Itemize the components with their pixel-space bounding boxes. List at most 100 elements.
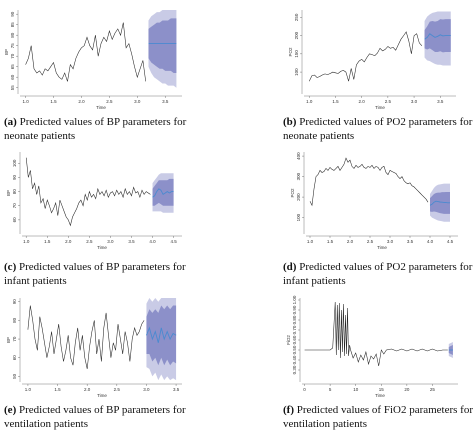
- x-tick-label: 3.0: [411, 99, 418, 104]
- x-tick-label: 3.0: [134, 99, 141, 104]
- chart-f: 0 5 10 15 20 25 0.300.400.500.600.700.800.901.…: [286, 295, 458, 398]
- x-tick-label: 20: [404, 387, 410, 392]
- y-tick-label: 0.60: [292, 335, 297, 344]
- x-tick-label: 0: [303, 387, 306, 392]
- x-axis-label: Time: [375, 105, 385, 110]
- chart-panel-b: 1.0 1.5 2.0 2.5 3.0 3.5 100 150 200 250 Time PO2: [288, 2, 470, 110]
- y-tick-label: 200: [296, 193, 301, 201]
- y-tick-label: 90: [10, 11, 15, 17]
- x-tick-label: 3.0: [387, 239, 394, 244]
- caption-f-text: Predicted values of FiO2 parameters for …: [283, 404, 474, 430]
- x-tick-label: 1.0: [307, 239, 314, 244]
- forecast-line: [429, 200, 450, 206]
- y-tick-label: 80: [12, 317, 17, 323]
- x-tick-label: 2.5: [385, 99, 392, 104]
- chart-panel-e: 1.0 1.5 2.0 2.5 3.0 3.5 50 60 70 80 90 Time BP: [2, 292, 198, 398]
- chart-panel-a: 1.0 1.5 2.0 2.5 3.0 3.5 55 60 65 70 75 80 85 90 Time BP: [2, 2, 198, 110]
- x-tick-label: 3.0: [107, 239, 114, 244]
- x-tick-label: 3.0: [143, 387, 150, 392]
- x-tick-label: 5: [329, 387, 332, 392]
- x-tick-label: 1.5: [332, 99, 339, 104]
- y-tick-label: 80: [12, 189, 17, 195]
- y-tick-label: 85: [10, 22, 15, 28]
- x-tick-label: 2.5: [367, 239, 374, 244]
- x-tick-label: 2.5: [114, 387, 121, 392]
- caption-c-text: Predicted values of BP parameters for in…: [4, 261, 186, 287]
- y-tick-label: 60: [12, 355, 17, 361]
- y-tick-label: 200: [294, 31, 299, 39]
- observed-series-line: [304, 301, 448, 367]
- y-tick-label: 400: [296, 152, 301, 160]
- y-tick-label: 0.30: [292, 365, 297, 374]
- caption-a: (a) Predicted values of BP parameters fo…: [4, 116, 187, 142]
- y-tick-label: 90: [12, 299, 17, 305]
- x-axis-label: Time: [97, 393, 107, 398]
- y-tick-label: 250: [294, 13, 299, 21]
- inner-interval-band: [424, 19, 451, 53]
- chart-a: 1.0 1.5 2.0 2.5 3.0 3.5 55 60 65 70 75 80 85 90 Time BP: [4, 10, 182, 110]
- chart-panel-c: 1.0 1.5 2.0 2.5 3.0 3.5 4.0 4.5 60 70 80 90 100 Time B…: [2, 146, 198, 250]
- inner-interval-band: [146, 305, 177, 366]
- caption-d-letter: d: [286, 261, 293, 273]
- x-tick-label: 2.0: [78, 99, 85, 104]
- x-tick-label: 3.5: [437, 99, 444, 104]
- y-tick-label: 70: [10, 53, 15, 59]
- x-tick-label: 3.5: [407, 239, 414, 244]
- y-tick-label: 0.90: [292, 305, 297, 314]
- y-tick-label: 150: [294, 50, 299, 58]
- x-tick-label: 2.5: [86, 239, 93, 244]
- caption-a-letter: a: [7, 116, 14, 128]
- y-tick-label: 0.40: [292, 355, 297, 364]
- x-tick-label: 1.5: [54, 387, 61, 392]
- chart-c: 1.0 1.5 2.0 2.5 3.0 3.5 4.0 4.5 60 70 80 90 100 Time B…: [6, 152, 182, 250]
- x-tick-label: 1.5: [50, 99, 57, 104]
- y-axis-label: BP: [4, 49, 9, 55]
- x-tick-label: 10: [353, 387, 359, 392]
- y-axis-label: BP: [6, 337, 11, 343]
- inner-interval-band: [148, 18, 177, 73]
- observed-series-line: [25, 22, 146, 82]
- x-tick-label: 4.5: [447, 239, 454, 244]
- caption-a-text: Predicted values of BP parameters for ne…: [4, 116, 187, 142]
- y-tick-label: 100: [294, 68, 299, 76]
- y-tick-label: 55: [10, 85, 15, 91]
- forecast-line: [145, 326, 177, 343]
- observed-series-line: [308, 31, 423, 82]
- y-tick-label: 65: [10, 64, 15, 70]
- caption-b-letter: b: [286, 116, 293, 128]
- y-tick-label: 100: [12, 159, 17, 167]
- y-tick-label: 50: [12, 373, 17, 379]
- y-tick-label: 70: [12, 336, 17, 342]
- chart-b: 1.0 1.5 2.0 2.5 3.0 3.5 100 150 200 250 Time PO2: [288, 10, 456, 110]
- x-tick-label: 2.0: [359, 99, 366, 104]
- caption-e: (e) Predicted values of BP parameters fo…: [4, 404, 186, 430]
- y-tick-label: 80: [10, 32, 15, 38]
- caption-b: (b) Predicted values of PO2 parameters f…: [283, 116, 473, 142]
- x-axis-label: Time: [96, 105, 106, 110]
- inner-interval-band: [152, 178, 174, 206]
- x-tick-label: 3.5: [173, 387, 180, 392]
- y-tick-label: 0.80: [292, 315, 297, 324]
- x-tick-label: 4.0: [149, 239, 156, 244]
- caption-c-letter: c: [7, 261, 13, 273]
- caption-e-letter: e: [7, 404, 13, 416]
- y-axis-label: FiO2: [286, 335, 291, 345]
- caption-d: (d) Predicted values of PO2 parameters f…: [283, 261, 473, 287]
- x-tick-label: 1.0: [25, 387, 32, 392]
- x-axis-label: Time: [375, 393, 385, 398]
- x-tick-label: 1.5: [327, 239, 334, 244]
- y-tick-label: 70: [12, 203, 17, 209]
- y-tick-label: 0.70: [292, 325, 297, 334]
- x-tick-label: 1.0: [22, 99, 29, 104]
- y-tick-label: 90: [12, 174, 17, 180]
- x-tick-label: 25: [430, 387, 436, 392]
- x-tick-label: 3.5: [162, 99, 169, 104]
- chart-panel-d: 1.0 1.5 2.0 2.5 3.0 3.5 4.0 4.5 100 200 300 400 Time…: [288, 146, 470, 250]
- x-tick-label: 2.5: [106, 99, 113, 104]
- x-tick-label: 1.0: [23, 239, 30, 244]
- chart-panel-f: 0 5 10 15 20 25 0.30 0.40 0.50 0.60 0.70 0.80 0.90 1.…: [280, 292, 470, 398]
- y-tick-label: 60: [10, 74, 15, 80]
- observed-series-line: [27, 305, 145, 369]
- y-tick-label: 100: [296, 213, 301, 221]
- y-axis-label: PO2: [288, 47, 293, 57]
